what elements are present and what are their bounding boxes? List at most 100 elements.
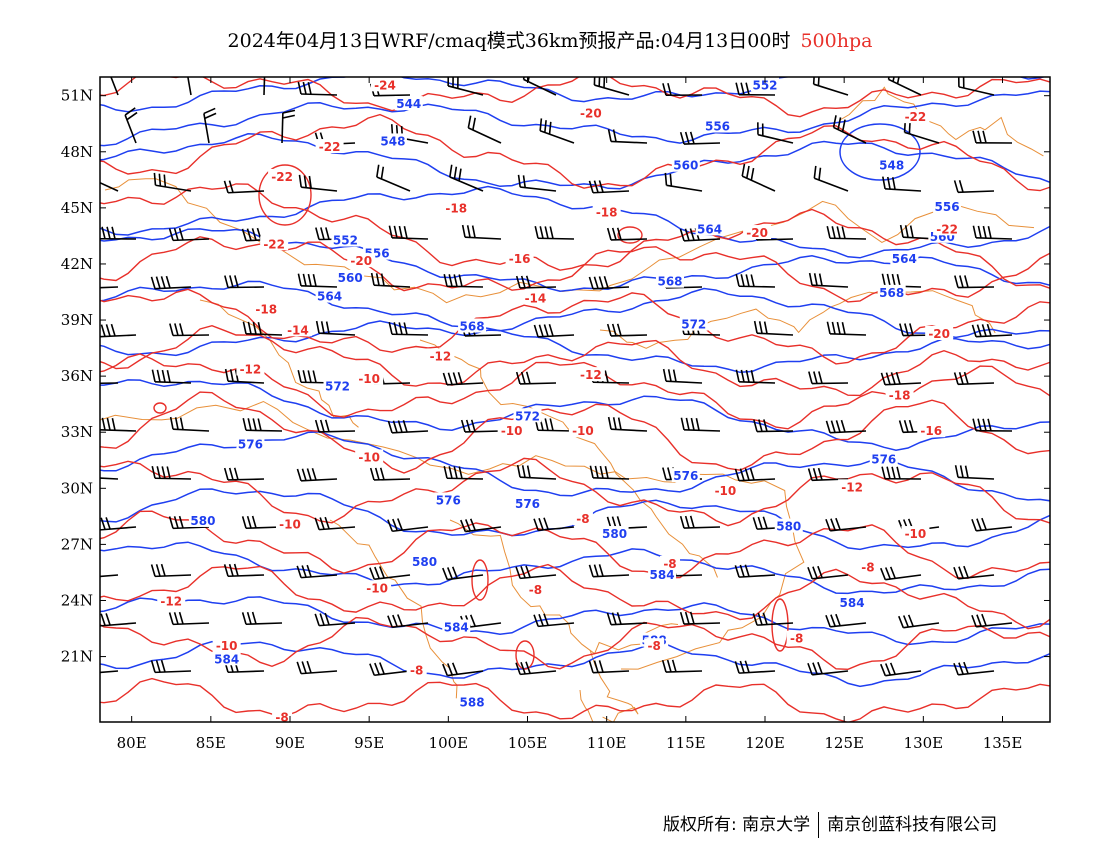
temperature-contour-line [100, 616, 1050, 671]
temperature-contour-label-bg [157, 593, 186, 608]
wind-barb [533, 323, 575, 338]
wind-barb [241, 611, 283, 626]
height-contour-label-bg [679, 316, 708, 331]
wind-barb [151, 369, 192, 384]
wind-barb [100, 613, 137, 627]
wind-barb [887, 77, 922, 96]
wind-barb [606, 612, 648, 626]
map-frame [99, 76, 1051, 723]
boundary-line [839, 86, 1044, 157]
height-contour-line [100, 90, 1050, 147]
temperature-contour-label: -22 [319, 140, 341, 154]
height-contour-label: 576 [673, 469, 698, 483]
wind-barb [588, 275, 630, 290]
wind-barb [100, 286, 119, 289]
wind-barb [467, 115, 502, 144]
height-contour-label: 548 [879, 159, 904, 173]
temperature-contour-label: -14 [525, 291, 547, 305]
lon-tick-label: 80E [117, 734, 147, 752]
wind-barb [953, 371, 995, 386]
wind-barb [443, 274, 484, 288]
height-contour-label: 576 [436, 493, 461, 507]
height-contour-label-bg [648, 567, 677, 582]
temperature-contour-line [100, 677, 1050, 722]
temperature-contour-label-bg [521, 290, 550, 305]
temperature-contour-label-bg [268, 168, 297, 183]
wind-barb [679, 131, 721, 145]
temperature-contour-label-bg [347, 253, 376, 268]
wind-barb [369, 566, 411, 581]
wind-barb [735, 274, 776, 288]
temperature-contour-line [100, 77, 1050, 118]
temperature-contour-label: -10 [366, 581, 388, 595]
temperature-contour-line [100, 457, 1050, 527]
wind-barb [515, 661, 557, 676]
temperature-contour-label-bg [497, 423, 526, 438]
lon-tick-label: 130E [904, 734, 944, 752]
wind-barb [607, 129, 648, 144]
height-contour-line [100, 431, 1050, 502]
temperature-contour-label: -10 [572, 424, 594, 438]
height-contour-label-bg [394, 96, 423, 111]
temperature-contour-line [100, 353, 1050, 430]
wind-barb [662, 83, 703, 97]
temperature-contour-label-bg [786, 630, 807, 645]
height-contour-label: 556 [935, 200, 960, 214]
height-contour-label: 568 [879, 286, 904, 300]
temperature-contour-line [100, 288, 1050, 365]
wind-barb [825, 517, 867, 532]
temperature-contour-label-bg [660, 555, 680, 570]
wind-barb [169, 416, 210, 432]
wind-barb [607, 416, 648, 432]
wind-barb [388, 322, 429, 336]
height-contour-label: 584 [840, 596, 865, 610]
wind-barb [369, 467, 411, 481]
wind-barb [898, 614, 940, 629]
temperature-contour-label-bg [525, 582, 546, 597]
wind-barb [734, 467, 776, 482]
temperature-contour-label: -18 [255, 303, 277, 317]
height-contour-label: 552 [752, 78, 777, 92]
wind-barb [593, 77, 630, 96]
wind-barb [242, 321, 283, 336]
wind-barb [734, 660, 776, 674]
wind-barb [150, 563, 192, 578]
wind-barb [826, 226, 867, 240]
temperature-contour-label-bg [406, 662, 427, 677]
lon-tick-label: 105E [508, 734, 548, 752]
wind-barb [972, 130, 1013, 144]
wind-barb [297, 81, 338, 96]
temperature-contour-label: -8 [410, 664, 423, 678]
wind-barb [168, 227, 210, 242]
temperature-contour-label: -20 [580, 106, 602, 120]
temperature-contour-label-bg [276, 516, 304, 531]
wind-barb [460, 518, 502, 533]
wind-barb [539, 118, 575, 144]
wind-barb [515, 275, 557, 289]
height-contour-label: 580 [190, 514, 215, 528]
temperature-contour-label-bg [572, 511, 593, 526]
temperature-contour-label: -12 [841, 480, 863, 494]
wind-barb [168, 515, 210, 530]
height-contour-label-bg [188, 512, 217, 527]
wind-barb [880, 371, 922, 386]
wind-barb [461, 224, 502, 240]
height-contour-label: 560 [673, 159, 698, 173]
wind-barb [735, 82, 776, 96]
wind-barb [314, 419, 356, 433]
height-contour-label: 572 [325, 379, 350, 393]
wind-barb [442, 371, 484, 386]
wind-barb [151, 466, 192, 480]
height-contour-label-bg [378, 133, 407, 148]
height-contour-label-bg [212, 651, 241, 666]
height-contour-label-bg [656, 273, 684, 288]
wind-barb [369, 662, 411, 677]
wind-barb [757, 122, 794, 144]
wind-barb [825, 613, 867, 628]
wind-barb [224, 275, 265, 289]
temperature-closed-contour [617, 226, 643, 244]
height-contour-label: 576 [238, 437, 263, 451]
wind-barb [387, 518, 429, 533]
wind-barb [100, 181, 119, 192]
company-name: 南京创蓝科技有限公司 [827, 815, 998, 835]
